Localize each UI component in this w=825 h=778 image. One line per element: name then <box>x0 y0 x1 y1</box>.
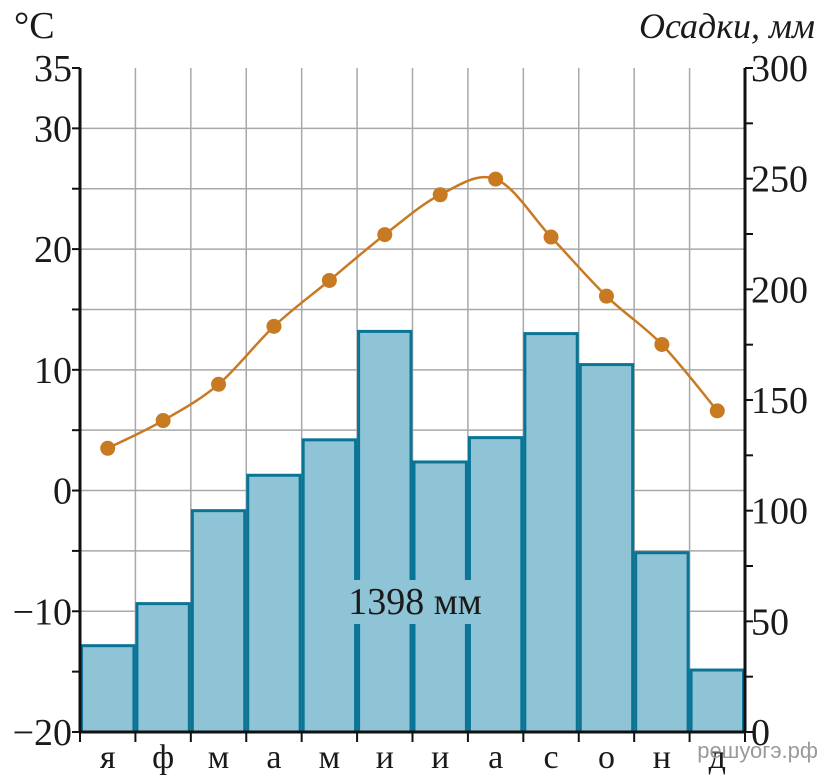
temperature-point <box>100 440 116 456</box>
month-label: н <box>653 739 671 776</box>
month-label: с <box>543 739 558 776</box>
precipitation-bar <box>190 509 247 734</box>
axes <box>72 67 753 742</box>
temperature-point <box>211 376 227 392</box>
left-tick-label: 0 <box>53 471 72 513</box>
month-label: ф <box>152 739 174 776</box>
precipitation-bar <box>634 551 690 734</box>
temperature-point <box>598 288 614 304</box>
month-label: я <box>100 739 116 776</box>
precipitation-bar <box>357 329 413 734</box>
month-label: м <box>208 739 230 776</box>
month-label: и <box>376 739 394 776</box>
right-axis-label: Осадки, мм <box>639 6 815 46</box>
precipitation-bar <box>80 644 136 734</box>
temperature-point <box>432 187 448 203</box>
left-tick-label: −10 <box>13 591 72 633</box>
left-tick-label: 10 <box>34 350 72 392</box>
left-tick-label: 35 <box>34 48 72 90</box>
right-tick-label: 300 <box>751 48 808 90</box>
tick-labels: −20 −10 0 10 20 30 35 0 50 100 150 200 250 300 <box>13 48 808 754</box>
right-tick-label: 100 <box>751 491 808 533</box>
temperature-point <box>709 403 725 419</box>
left-axis-label: °C <box>14 5 55 47</box>
watermark: решуогэ.рф <box>697 738 818 763</box>
precipitation-bar <box>135 602 191 734</box>
right-tick-label: 50 <box>751 601 789 643</box>
annual-total-annotation: 1398 мм <box>348 581 482 623</box>
month-label: а <box>488 739 503 776</box>
temperature-point <box>321 272 337 288</box>
temperature-point <box>543 229 559 245</box>
right-tick-label: 0 <box>751 712 770 754</box>
month-label: а <box>266 739 281 776</box>
left-tick-label: −20 <box>13 712 72 754</box>
left-tick-label: 20 <box>34 229 72 271</box>
left-tick-label: 30 <box>34 108 72 150</box>
temperature-line <box>100 171 725 456</box>
precipitation-bar <box>246 473 302 734</box>
precipitation-bar <box>523 332 579 734</box>
month-label: о <box>598 739 615 776</box>
right-tick-label: 200 <box>751 269 808 311</box>
precipitation-bars <box>80 329 745 734</box>
precipitation-bar <box>578 363 635 734</box>
right-tick-label: 150 <box>751 380 808 422</box>
precipitation-bar <box>689 668 745 734</box>
right-tick-label: 250 <box>751 159 808 201</box>
annotation-background <box>340 580 490 624</box>
temperature-point <box>488 171 504 187</box>
temperature-point <box>377 227 393 243</box>
temperature-point <box>266 318 282 334</box>
month-label: м <box>319 739 341 776</box>
month-label: д <box>709 739 726 776</box>
temperature-point <box>155 413 171 429</box>
month-label: и <box>431 739 449 776</box>
temperature-point <box>654 336 670 352</box>
